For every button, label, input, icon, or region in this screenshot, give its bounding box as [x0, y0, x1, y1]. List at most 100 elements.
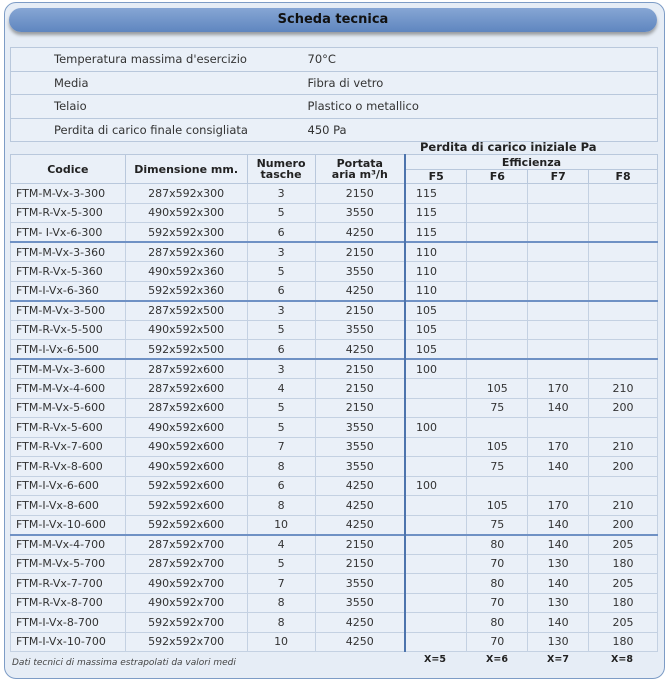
cell-dimension: 490x592x360	[124, 261, 248, 282]
cell-f7	[527, 183, 590, 204]
cell-pockets: 8	[246, 592, 316, 613]
table-row: FTM-M-Vx-3-500 287x592x500 3 2150 105	[10, 299, 658, 321]
cell-dimension: 490x592x700	[124, 592, 248, 613]
cell-f7: 170	[527, 436, 590, 457]
footnote: Dati tecnici di massima estrapolati da v…	[12, 658, 236, 668]
cell-f7	[527, 202, 590, 223]
spec-value: Plastico o metallico	[307, 94, 658, 119]
cell-f7	[527, 241, 590, 262]
cell-f6	[466, 417, 529, 438]
cell-f5	[404, 378, 468, 399]
cell-f5	[404, 631, 468, 652]
cell-f7: 140	[527, 573, 590, 594]
cell-code: FTM-M-Vx-3-500	[10, 299, 126, 321]
cell-f8: 210	[588, 378, 658, 399]
cell-f7	[527, 299, 590, 321]
cell-f8	[588, 299, 658, 321]
cell-f7: 170	[527, 495, 590, 516]
table-row: FTM-I-Vx-6-360 592x592x360 6 4250 110	[10, 280, 658, 301]
cell-pockets: 3	[246, 299, 316, 321]
x-label-f5: X=5	[424, 654, 446, 665]
cell-dimension: 592x592x500	[124, 339, 248, 360]
cell-f5: 105	[404, 339, 468, 360]
cell-f8: 180	[588, 631, 658, 652]
table-row: FTM-I-Vx-6-500 592x592x500 6 4250 105	[10, 339, 658, 360]
cell-f7	[527, 358, 590, 379]
cell-f5: 100	[404, 417, 468, 438]
cell-code: FTM-M-Vx-4-600	[10, 378, 126, 399]
cell-f7: 140	[527, 533, 590, 555]
cell-f6	[466, 475, 529, 496]
cell-flow: 4250	[314, 339, 406, 360]
cell-f5	[404, 533, 468, 555]
cell-dimension: 592x592x600	[124, 495, 248, 516]
cell-flow: 2150	[314, 241, 406, 262]
cell-dimension: 490x592x300	[124, 202, 248, 223]
cell-dimension: 287x592x600	[124, 397, 248, 418]
table-row: FTM-R-Vx-5-360 490x592x360 5 3550 110	[10, 261, 658, 282]
cell-code: FTM-R-Vx-7-700	[10, 573, 126, 594]
cell-dimension: 287x592x600	[124, 358, 248, 379]
cell-code: FTM-R-Vx-8-700	[10, 592, 126, 613]
cell-code: FTM-M-Vx-3-300	[10, 183, 126, 204]
cell-pockets: 5	[246, 202, 316, 223]
cell-f5: 105	[404, 319, 468, 340]
spec-table: Temperatura massima d'esercizio 70°C Medi…	[10, 47, 658, 142]
cell-f6: 75	[466, 514, 529, 535]
x-label-f7: X=7	[547, 654, 569, 665]
cell-flow: 2150	[314, 183, 406, 204]
spec-value: Fibra di vetro	[307, 71, 658, 95]
cell-f5	[404, 436, 468, 457]
cell-dimension: 490x592x500	[124, 319, 248, 340]
cell-f5: 115	[404, 222, 468, 243]
cell-f7	[527, 280, 590, 301]
cell-code: FTM-R-Vx-5-500	[10, 319, 126, 340]
cell-dimension: 490x592x600	[124, 436, 248, 457]
table-row: FTM-R-Vx-5-500 490x592x500 5 3550 105	[10, 319, 658, 340]
cell-f7	[527, 475, 590, 496]
cell-pockets: 10	[246, 631, 316, 652]
spec-value: 450 Pa	[307, 118, 658, 142]
cell-f6	[466, 222, 529, 243]
cell-dimension: 592x592x360	[124, 280, 248, 301]
cell-pockets: 5	[246, 319, 316, 340]
cell-code: FTM-R-Vx-8-600	[10, 456, 126, 477]
cell-pockets: 5	[246, 261, 316, 282]
cell-code: FTM-R-Vx-5-360	[10, 261, 126, 282]
cell-flow: 4250	[314, 612, 406, 633]
table-row: FTM-M-Vx-3-300 287x592x300 3 2150 115	[10, 183, 658, 204]
cell-code: FTM-I-Vx-6-360	[10, 280, 126, 301]
cell-f7: 140	[527, 397, 590, 418]
cell-f8	[588, 417, 658, 438]
cell-pockets: 8	[246, 612, 316, 633]
cell-code: FTM-M-Vx-3-600	[10, 358, 126, 379]
cell-flow: 2150	[314, 397, 406, 418]
cell-f7	[527, 339, 590, 360]
table-row: FTM-M-Vx-3-360 287x592x360 3 2150 110	[10, 241, 658, 262]
cell-pockets: 3	[246, 241, 316, 262]
cell-f8: 200	[588, 514, 658, 535]
cell-flow: 2150	[314, 378, 406, 399]
cell-pockets: 7	[246, 573, 316, 594]
cell-flow: 3550	[314, 436, 406, 457]
cell-code: FTM-M-Vx-4-700	[10, 533, 126, 555]
cell-f6: 105	[466, 378, 529, 399]
header-f5: F5	[404, 169, 468, 184]
spec-label: Temperatura massima d'esercizio	[10, 47, 308, 72]
header-pockets: Numero tasche	[246, 154, 316, 184]
cell-dimension: 592x592x700	[124, 631, 248, 652]
product-table: Codice Dimensione mm. Numero tasche Port…	[10, 154, 658, 652]
cell-f5	[404, 612, 468, 633]
header-f6: F6	[466, 169, 529, 184]
cell-code: FTM-I-Vx-8-600	[10, 495, 126, 516]
cell-f7	[527, 319, 590, 340]
cell-f5	[404, 553, 468, 574]
cell-f5: 110	[404, 280, 468, 301]
table-row: FTM-I-Vx-8-600 592x592x600 8 4250 105 170 210	[10, 495, 658, 516]
cell-f8: 205	[588, 573, 658, 594]
cell-f5	[404, 495, 468, 516]
spec-value: 70°C	[307, 47, 658, 72]
cell-f6: 80	[466, 573, 529, 594]
cell-f5	[404, 456, 468, 477]
header-flow: Portata aria m³/h	[314, 154, 406, 184]
